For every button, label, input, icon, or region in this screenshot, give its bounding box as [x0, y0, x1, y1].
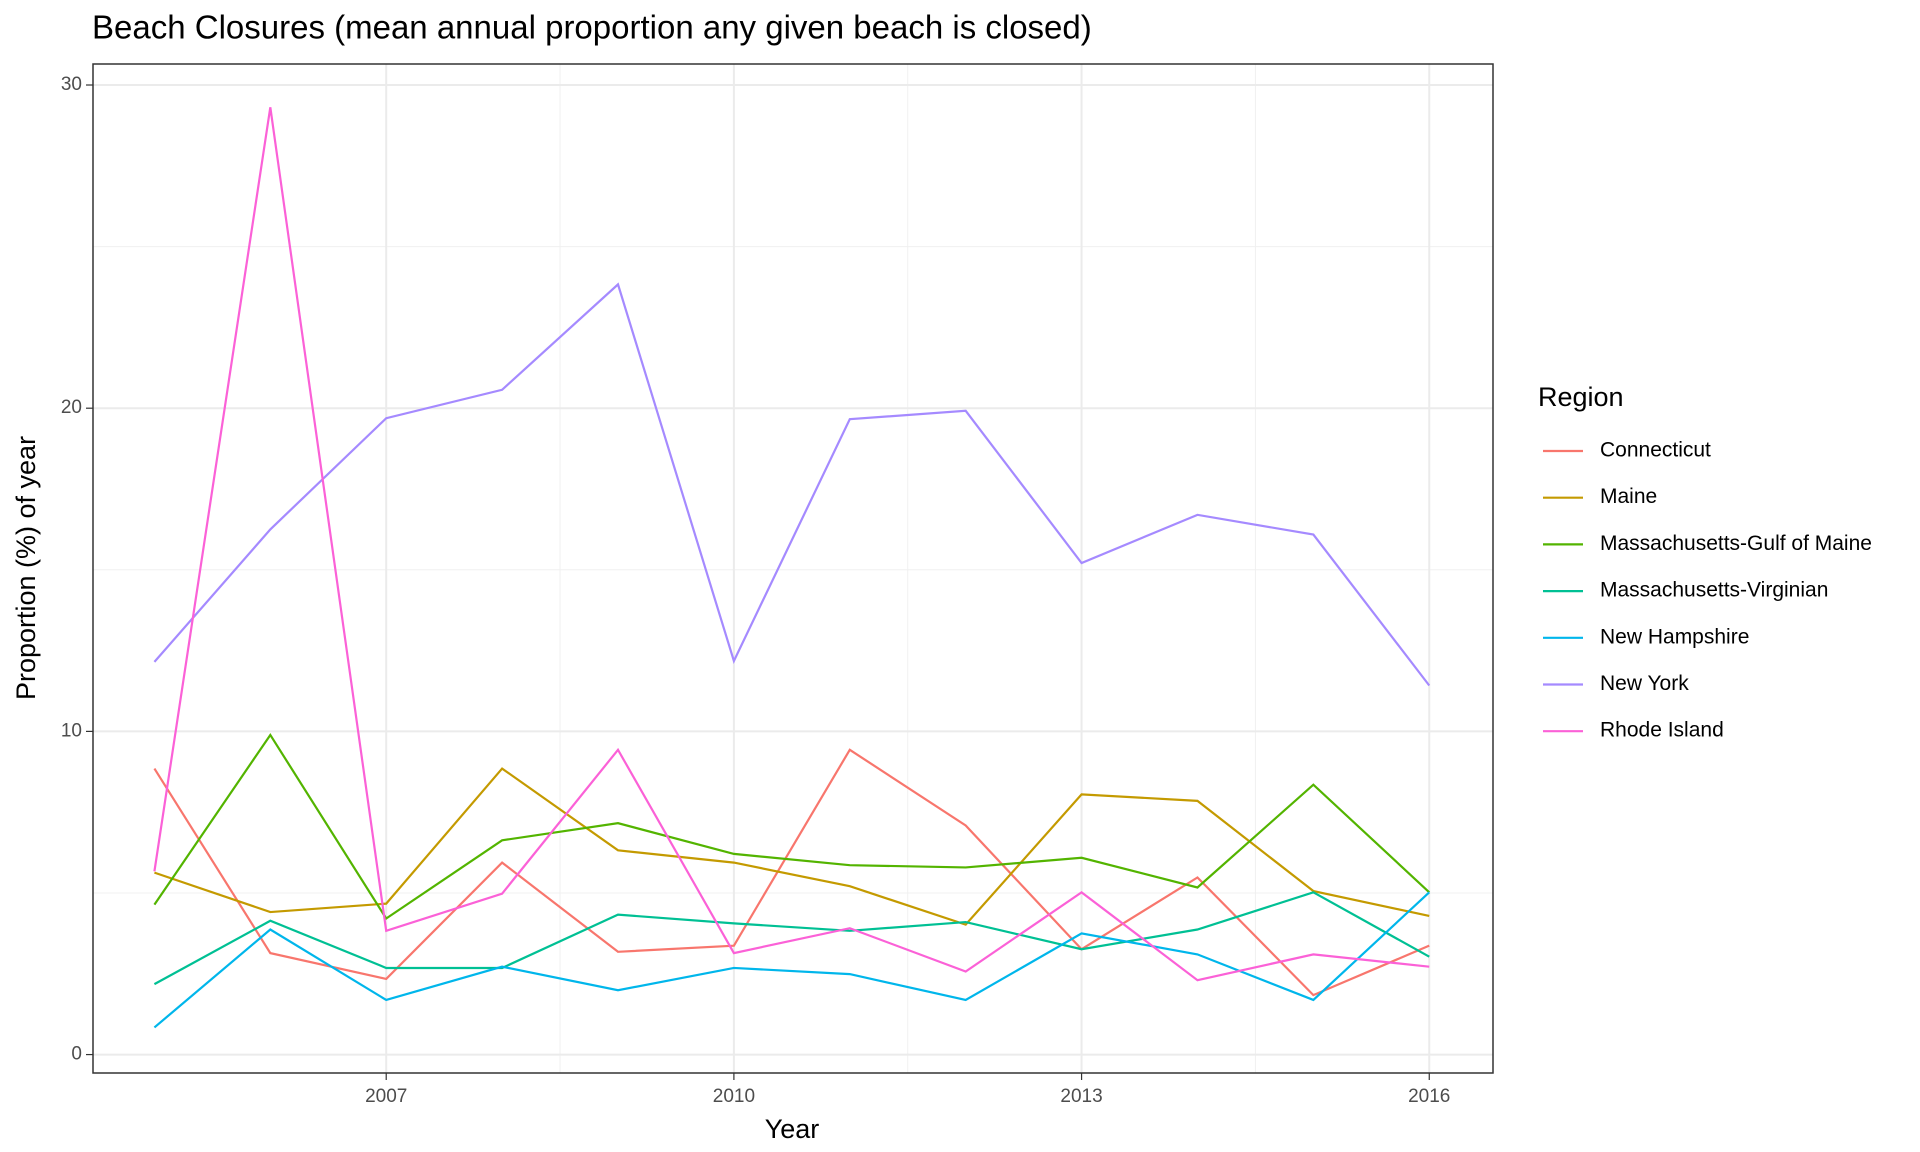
- series-line: [153, 107, 1430, 982]
- legend-label: Massachusetts-Virginian: [1600, 579, 1828, 602]
- series-line: [153, 891, 1430, 986]
- legend-label: New Hampshire: [1600, 625, 1749, 648]
- legend-label: Massachusetts-Gulf of Maine: [1600, 532, 1872, 555]
- chart-title: Beach Closures (mean annual proportion a…: [92, 9, 1092, 46]
- x-axis-title: Year: [765, 1114, 820, 1144]
- x-tick-label: 2013: [1060, 1086, 1102, 1107]
- legend-title: Region: [1538, 382, 1624, 412]
- legend-label: Maine: [1600, 485, 1657, 508]
- y-tick-label: 0: [71, 1044, 82, 1065]
- series-line: [153, 891, 1431, 1029]
- series-line: [153, 748, 1430, 997]
- legend-label: New York: [1600, 672, 1689, 695]
- series-line: [153, 282, 1431, 687]
- series-line: [154, 767, 1430, 926]
- y-axis-title: Proportion (%) of year: [11, 436, 41, 700]
- plot-border: [92, 63, 1494, 1074]
- x-tick-label: 2016: [1408, 1086, 1450, 1107]
- legend-label: Connecticut: [1600, 439, 1711, 462]
- legend-label: Rhode Island: [1600, 719, 1724, 742]
- x-tick-label: 2010: [713, 1086, 755, 1107]
- y-tick-label: 20: [61, 397, 82, 418]
- y-tick-label: 30: [61, 74, 82, 95]
- x-tick-label: 2007: [365, 1086, 407, 1107]
- y-tick-label: 10: [61, 720, 82, 741]
- series-line: [153, 732, 1431, 921]
